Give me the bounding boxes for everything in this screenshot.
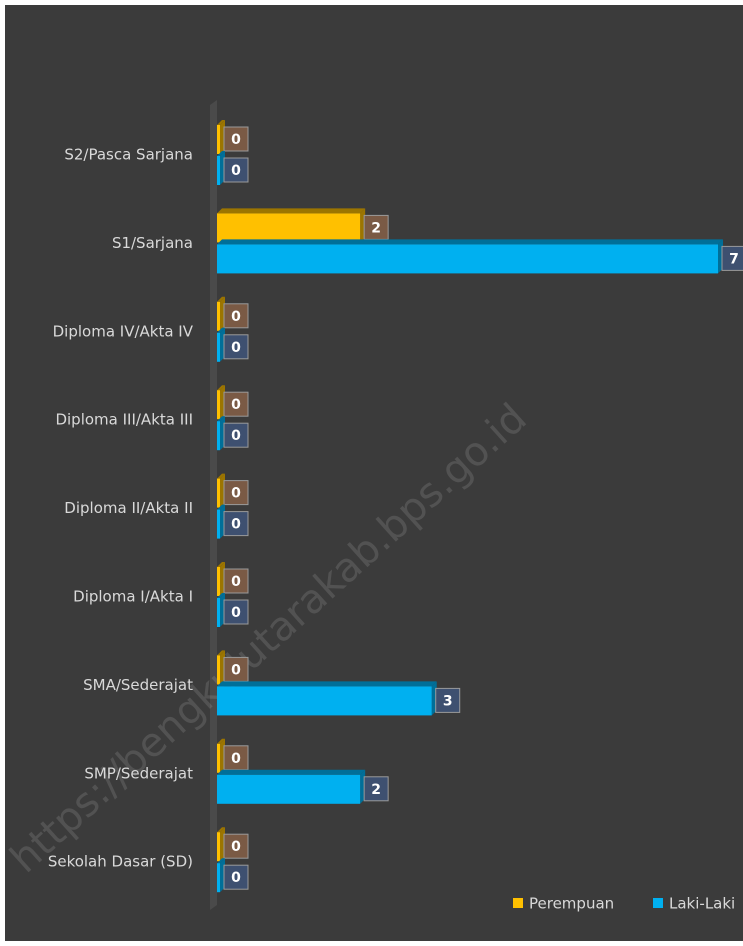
value-label: 0 [231, 397, 241, 413]
value-label-box [223, 391, 249, 417]
value-label: 0 [231, 486, 241, 502]
bar [217, 681, 437, 716]
legend-label: Perempuan [529, 895, 614, 913]
value-label-box [223, 745, 249, 771]
value-label: 0 [231, 132, 241, 148]
value-label-box [223, 599, 249, 625]
value-label-box [363, 214, 389, 240]
y-tick-label: S1/Sarjana [112, 234, 193, 252]
value-label-box [223, 334, 249, 360]
value-label: 0 [231, 662, 241, 678]
value-label-box [223, 833, 249, 859]
y-tick-label: Diploma III/Akta III [55, 411, 193, 429]
value-label: 0 [231, 309, 241, 325]
value-label: 0 [231, 751, 241, 767]
value-label-box [223, 303, 249, 329]
back-wall [210, 100, 217, 910]
value-label: 0 [231, 574, 241, 590]
y-tick-label: Sekolah Dasar (SD) [48, 853, 193, 871]
value-label-box [223, 157, 249, 183]
value-label: 2 [371, 220, 381, 236]
y-tick-label: SMP/Sederajat [84, 764, 193, 782]
y-tick-label: S2/Pasca Sarjana [64, 146, 193, 164]
y-tick-label: Diploma IV/Akta IV [53, 322, 194, 340]
value-label: 0 [231, 428, 241, 444]
value-label-box [223, 568, 249, 594]
value-label-box [223, 422, 249, 448]
value-label-box [721, 245, 743, 271]
legend-label: Laki-Laki [669, 895, 735, 913]
legend-swatch [653, 898, 663, 908]
value-label: 0 [231, 163, 241, 179]
value-label: 2 [371, 782, 381, 798]
value-label: 0 [231, 870, 241, 886]
value-label-box [223, 126, 249, 152]
y-tick-label: Diploma I/Akta I [73, 588, 193, 606]
y-tick-label: Diploma II/Akta II [64, 499, 193, 517]
value-label-box [363, 776, 389, 802]
y-tick-label: SMA/Sederajat [83, 676, 193, 694]
bar [217, 239, 723, 274]
value-label: 0 [231, 340, 241, 356]
value-label: 0 [231, 605, 241, 621]
legend-swatch [513, 898, 523, 908]
value-label-box [223, 480, 249, 506]
value-label-box [223, 864, 249, 890]
bar [217, 208, 366, 243]
bar [217, 769, 366, 804]
value-label: 0 [231, 839, 241, 855]
value-label: 3 [443, 693, 453, 709]
value-label-box [223, 656, 249, 682]
value-label: 0 [231, 517, 241, 533]
value-label-box [223, 511, 249, 537]
value-label-box [435, 687, 461, 713]
value-label: 7 [729, 251, 739, 267]
